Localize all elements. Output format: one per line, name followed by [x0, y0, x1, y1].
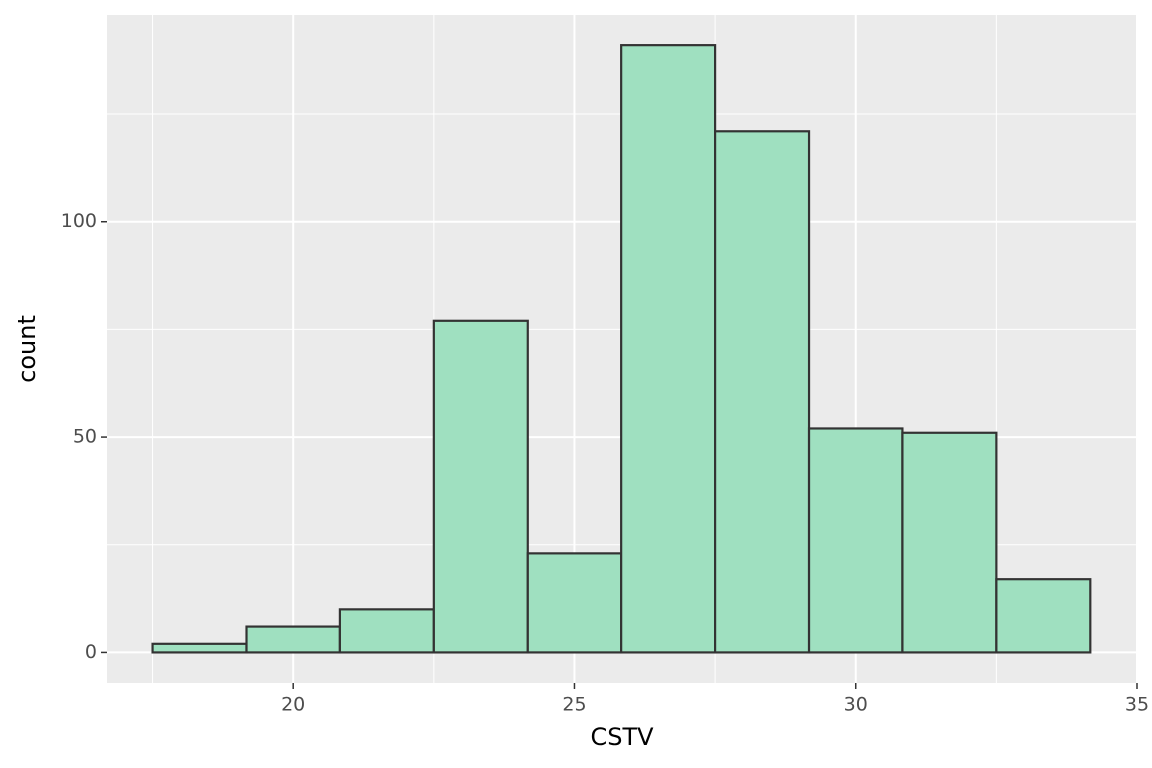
- x-tick-label: 35: [1125, 694, 1149, 716]
- y-tick-label: 50: [73, 426, 97, 448]
- bar: [620, 44, 717, 654]
- bar: [901, 431, 998, 654]
- bar: [526, 552, 623, 654]
- x-tick-label: 20: [281, 694, 305, 716]
- bar: [995, 578, 1092, 654]
- bar: [807, 427, 904, 654]
- x-tick-label: 30: [844, 694, 868, 716]
- y-axis-title: count: [13, 315, 41, 383]
- x-tick-label: 25: [562, 694, 586, 716]
- bar: [338, 608, 435, 654]
- y-tick-label: 100: [61, 210, 97, 232]
- bar: [432, 319, 529, 654]
- bar: [151, 642, 248, 654]
- y-tick-label: 0: [85, 641, 97, 663]
- bar: [245, 625, 341, 654]
- bar: [713, 130, 811, 654]
- x-axis-title: CSTV: [590, 723, 654, 751]
